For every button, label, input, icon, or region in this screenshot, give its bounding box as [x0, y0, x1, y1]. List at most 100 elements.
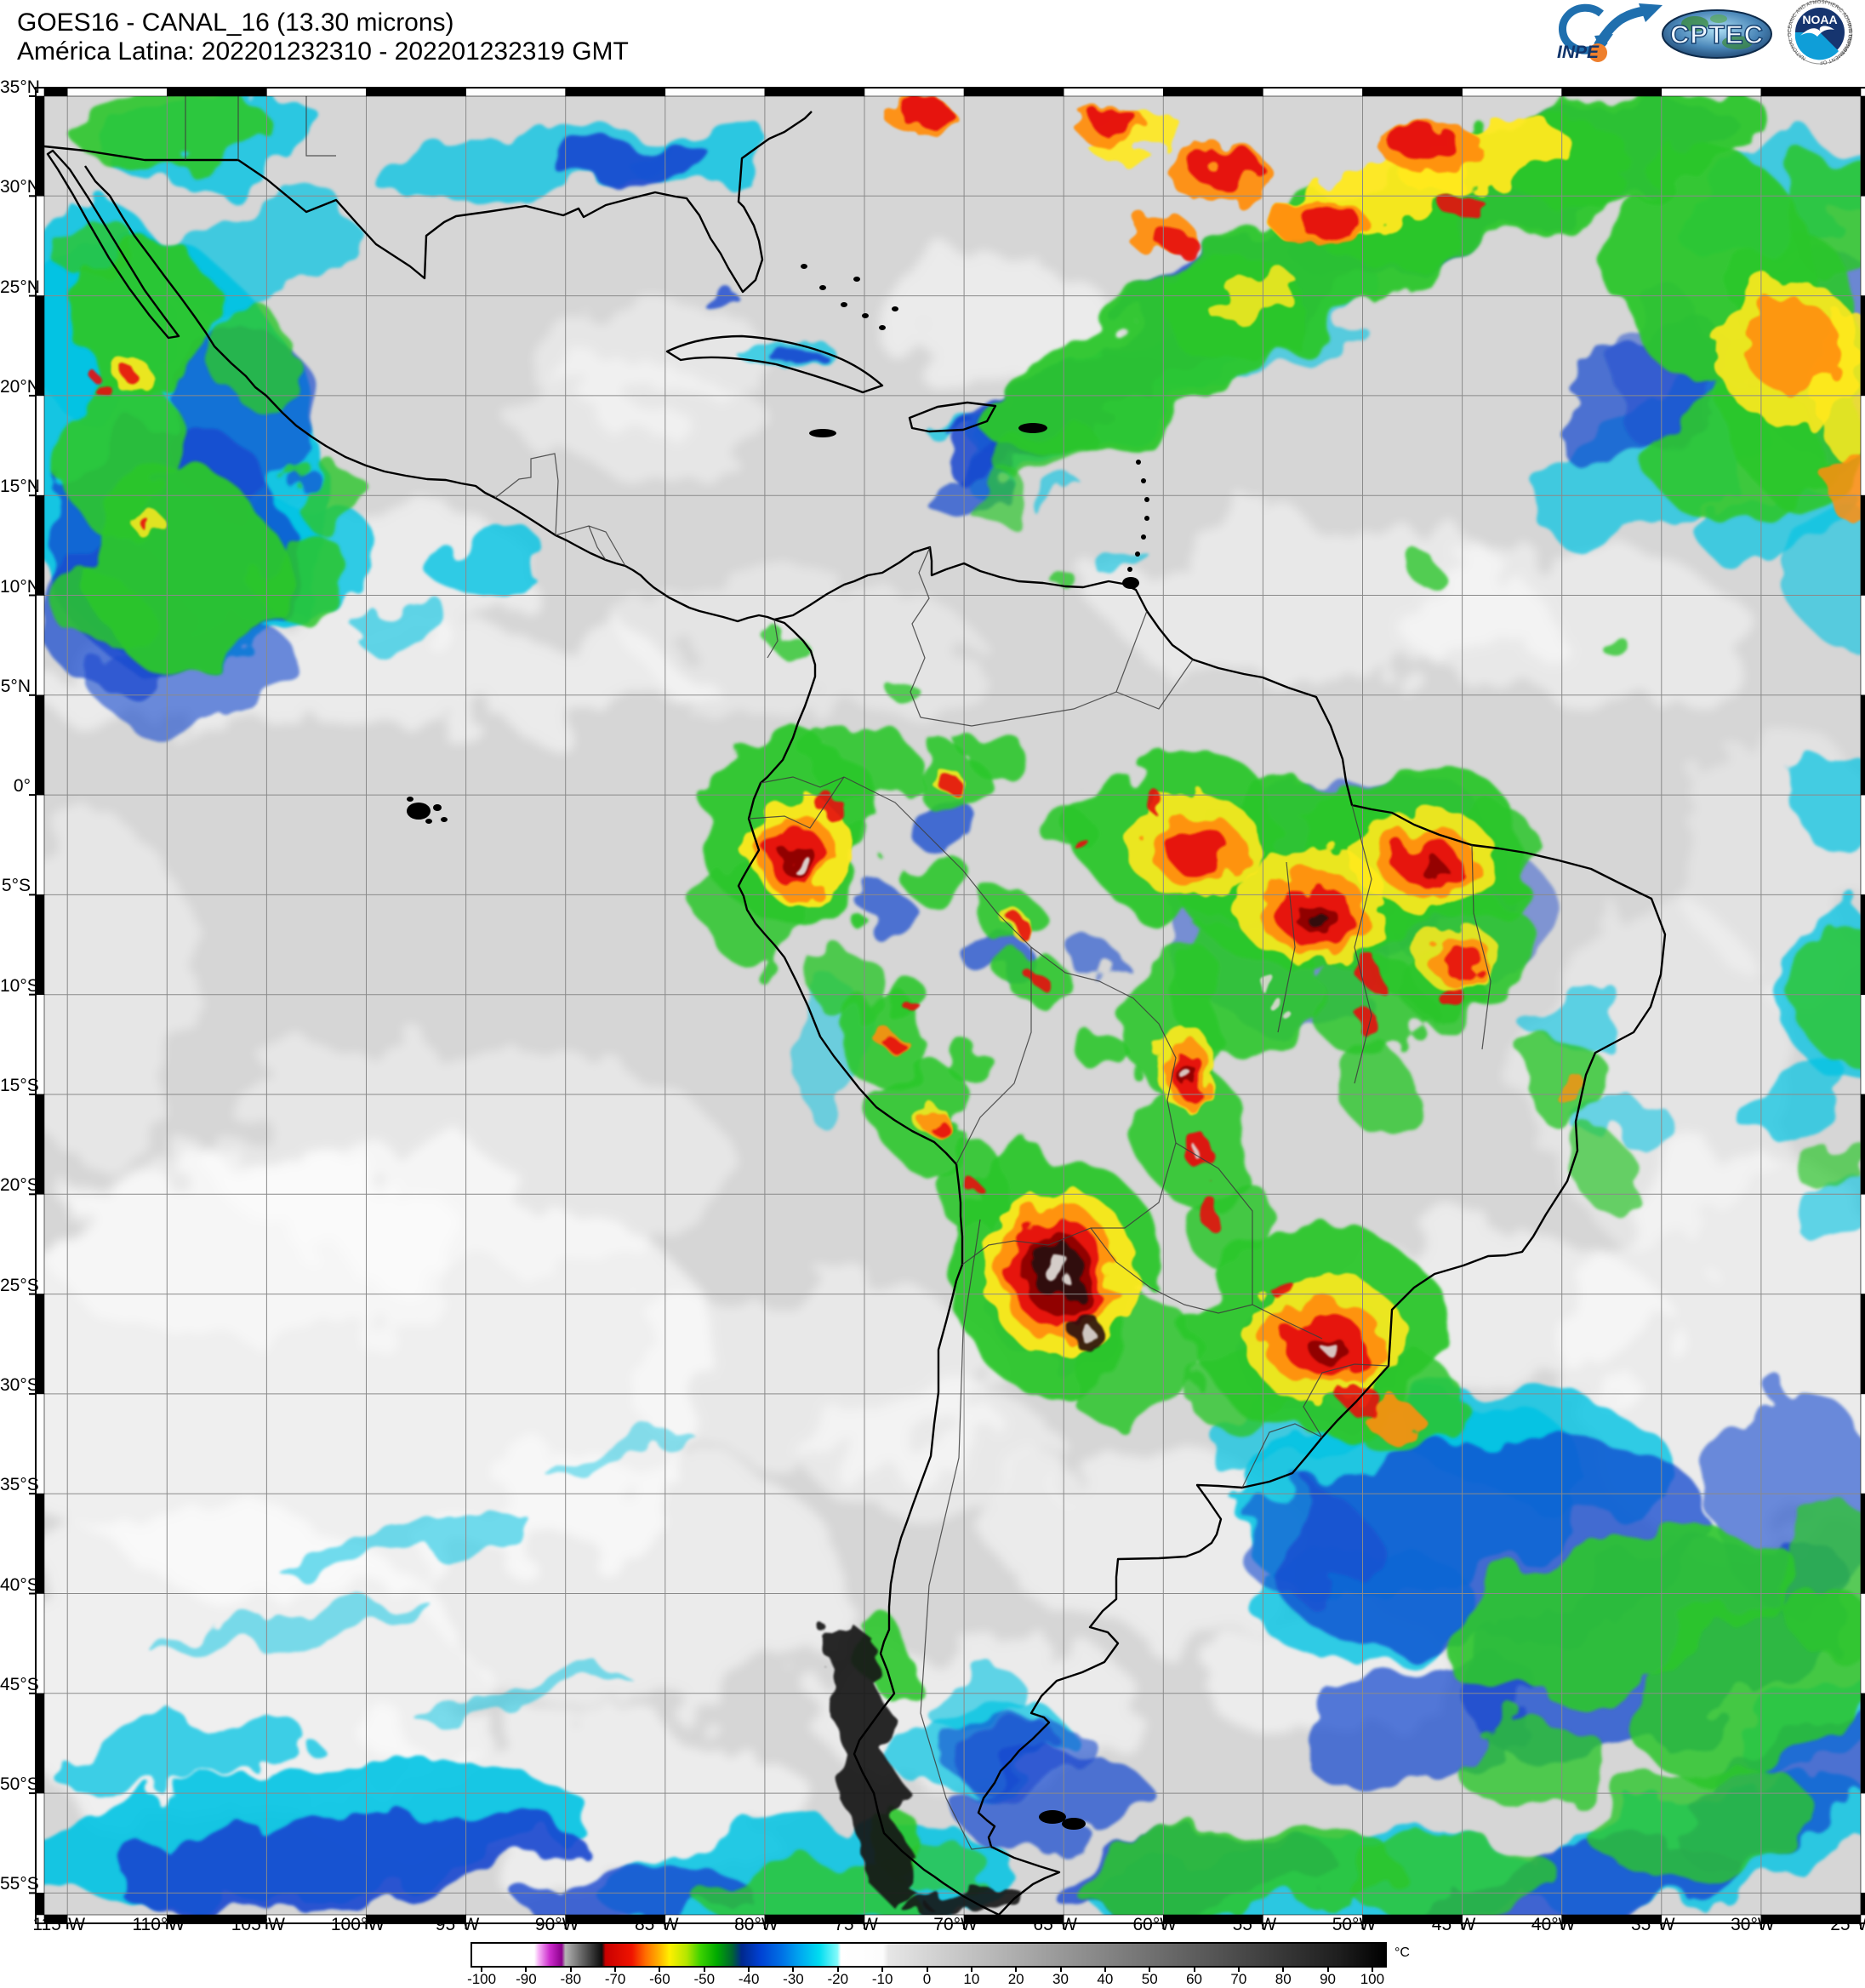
islands: [407, 264, 1149, 1830]
border-path: [1241, 1423, 1323, 1488]
colorbar-tick: [1237, 1968, 1240, 1972]
colorbar-tick: [525, 1968, 528, 1972]
lon-label-70W: 70°W: [933, 1915, 978, 1934]
island: [879, 325, 886, 330]
island: [841, 302, 847, 307]
colorbar-tick: [1104, 1968, 1106, 1972]
lat-label-10S: 10°S: [0, 975, 39, 996]
coastline-path: [46, 149, 180, 340]
island: [1039, 1810, 1066, 1824]
lon-label-75W: 75°W: [834, 1915, 878, 1934]
coastline-path: [44, 111, 813, 294]
colorbar-tick-label-100: 100: [1360, 1971, 1385, 1987]
border-path: [748, 776, 845, 829]
header: GOES16 - CANAL_16 (13.30 microns) Améric…: [17, 9, 629, 66]
lat-label-5S: 5°S: [1, 876, 31, 896]
colorbar-tick: [569, 1968, 572, 1972]
cloud-layer-whitecore: [792, 852, 1337, 1353]
inpe-logo: INPE: [1557, 3, 1663, 62]
lat-label-35S: 35°S: [0, 1475, 39, 1495]
border-path: [920, 1219, 992, 1850]
lat-label-25N: 25°N: [0, 277, 40, 297]
border-path: [1090, 1227, 1323, 1340]
lon-label-30W: 30°W: [1731, 1915, 1775, 1934]
lon-label-110W: 110°W: [132, 1915, 185, 1934]
country-borders: [185, 96, 1491, 1850]
andes-dark-ridge: [823, 1624, 929, 1909]
island: [407, 803, 431, 820]
border-path: [1277, 861, 1296, 1033]
border-path: [1471, 844, 1491, 1050]
coastlines: [44, 111, 1667, 1915]
island: [1122, 577, 1139, 589]
border-path: [1351, 804, 1372, 1084]
island: [801, 264, 807, 269]
colorbar-tick-label-0: 0: [922, 1971, 932, 1987]
lat-label-45S: 45°S: [0, 1674, 39, 1694]
border-path: [305, 96, 336, 157]
colorbar-tick: [1059, 1968, 1062, 1972]
island: [1144, 516, 1149, 521]
lat-label-25S: 25°S: [0, 1275, 39, 1295]
colorbar-tick: [1282, 1968, 1285, 1972]
border-path: [920, 610, 1148, 727]
lat-label-10N: 10°N: [0, 576, 40, 597]
island: [809, 429, 836, 437]
lon-label-100W: 100°W: [330, 1915, 385, 1934]
colorbar-tick: [1149, 1968, 1151, 1972]
colorbar-tick: [1193, 1968, 1195, 1972]
lat-label-30N: 30°N: [0, 177, 40, 197]
island: [1141, 478, 1146, 483]
noaa-seagull-icon: [1800, 26, 1834, 37]
inpe-label: INPE: [1557, 43, 1600, 62]
lat-label-40S: 40°S: [0, 1574, 39, 1595]
lat-label-35N: 35°N: [0, 77, 40, 97]
colorbar-tick: [614, 1968, 617, 1972]
island: [1141, 534, 1146, 540]
lat-label-15S: 15°S: [0, 1076, 39, 1095]
island: [892, 306, 898, 311]
cptec-label: CPTEC: [1670, 20, 1764, 49]
graticule: [44, 96, 1861, 1915]
island: [819, 285, 826, 290]
border-path: [767, 619, 779, 659]
island: [1127, 567, 1132, 572]
colorbar-tick: [792, 1968, 795, 1972]
colorbar-tick: [1326, 1968, 1329, 1972]
cptec-logo: CPTEC: [1662, 9, 1772, 59]
colorbar-gradient: [471, 1942, 1387, 1968]
map-frame: [29, 87, 1865, 1929]
colorbar-tick: [1015, 1968, 1018, 1972]
island: [1144, 497, 1149, 502]
lon-label-80W: 80°W: [734, 1915, 779, 1934]
island: [407, 797, 413, 802]
colorbar-tick: [970, 1968, 972, 1972]
island: [1136, 460, 1141, 465]
colorbar-tick: [1371, 1968, 1373, 1972]
coastline-path: [773, 546, 1667, 1915]
colorbar-tick: [481, 1968, 483, 1972]
lon-label-85W: 85°W: [635, 1915, 679, 1934]
island: [441, 817, 448, 822]
lat-label-15N: 15°N: [0, 477, 40, 497]
lat-label-5N: 5°N: [0, 676, 31, 696]
lat-label-0: 0°: [13, 776, 31, 797]
colorbar-tick: [836, 1968, 839, 1972]
border-path: [588, 525, 607, 561]
colorbar-tick: [703, 1968, 705, 1972]
border-path: [910, 546, 931, 718]
border-path: [955, 947, 1032, 1165]
border-path: [1175, 1142, 1253, 1305]
lon-label-95W: 95°W: [435, 1915, 480, 1934]
colorbar-unit: °C: [1394, 1945, 1410, 1960]
colorbar-tick: [748, 1968, 750, 1972]
island: [862, 313, 869, 318]
coastline-path: [908, 401, 997, 433]
product-subtitle: América Latina: 202201232310 - 202201232…: [17, 37, 629, 66]
lon-label-35W: 35°W: [1631, 1915, 1675, 1934]
border-path: [1303, 1363, 1389, 1438]
inpe-orange-dot: [1588, 43, 1607, 62]
border-path: [843, 776, 1177, 1144]
island: [1018, 423, 1047, 433]
